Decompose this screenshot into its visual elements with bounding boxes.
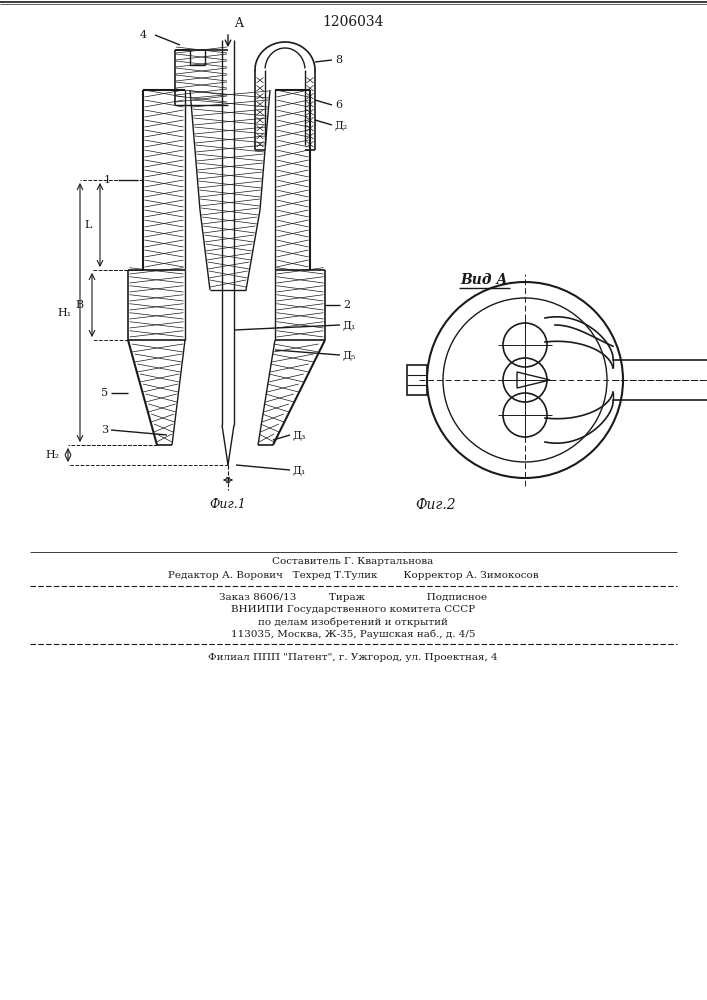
Text: Д₃: Д₃ bbox=[293, 430, 307, 440]
Text: 4: 4 bbox=[140, 30, 147, 40]
Text: Д₁: Д₁ bbox=[343, 320, 356, 330]
Text: Вид А: Вид А bbox=[460, 273, 508, 287]
Text: Редактор А. Ворович   Техред Т.Тулик        Корректор А. Зимокосов: Редактор А. Ворович Техред Т.Тулик Корре… bbox=[168, 572, 538, 580]
Text: Д₂: Д₂ bbox=[335, 120, 349, 130]
Text: A: A bbox=[234, 17, 243, 30]
Text: 2: 2 bbox=[343, 300, 350, 310]
Text: Составитель Г. Квартальнова: Составитель Г. Квартальнова bbox=[272, 558, 433, 566]
Text: 8: 8 bbox=[335, 55, 342, 65]
Text: Фиг.2: Фиг.2 bbox=[415, 498, 455, 512]
Text: 5: 5 bbox=[101, 387, 108, 397]
Text: H₂: H₂ bbox=[46, 450, 60, 460]
Text: H₁: H₁ bbox=[58, 308, 72, 318]
Text: Филиал ППП "Патент", г. Ужгород, ул. Проектная, 4: Филиал ППП "Патент", г. Ужгород, ул. Про… bbox=[208, 652, 498, 662]
Text: 1206034: 1206034 bbox=[322, 15, 384, 29]
Text: по делам изобретений и открытий: по делам изобретений и открытий bbox=[258, 617, 448, 627]
Text: Заказ 8606/13          Тираж                   Подписное: Заказ 8606/13 Тираж Подписное bbox=[219, 593, 487, 602]
Text: 113035, Москва, Ж-35, Раушская наб., д. 4/5: 113035, Москва, Ж-35, Раушская наб., д. … bbox=[230, 629, 475, 639]
Text: 3: 3 bbox=[101, 425, 108, 435]
Text: Д₅: Д₅ bbox=[343, 350, 356, 360]
Text: 1: 1 bbox=[104, 175, 111, 185]
Text: B: B bbox=[76, 300, 84, 310]
Text: L: L bbox=[85, 220, 92, 230]
Bar bbox=[407, 365, 427, 395]
Text: Фиг.1: Фиг.1 bbox=[209, 498, 246, 512]
Text: Д₁: Д₁ bbox=[293, 465, 306, 475]
Text: 6: 6 bbox=[335, 100, 342, 110]
Text: ВНИИПИ Государственного комитета СССР: ВНИИПИ Государственного комитета СССР bbox=[231, 605, 475, 614]
